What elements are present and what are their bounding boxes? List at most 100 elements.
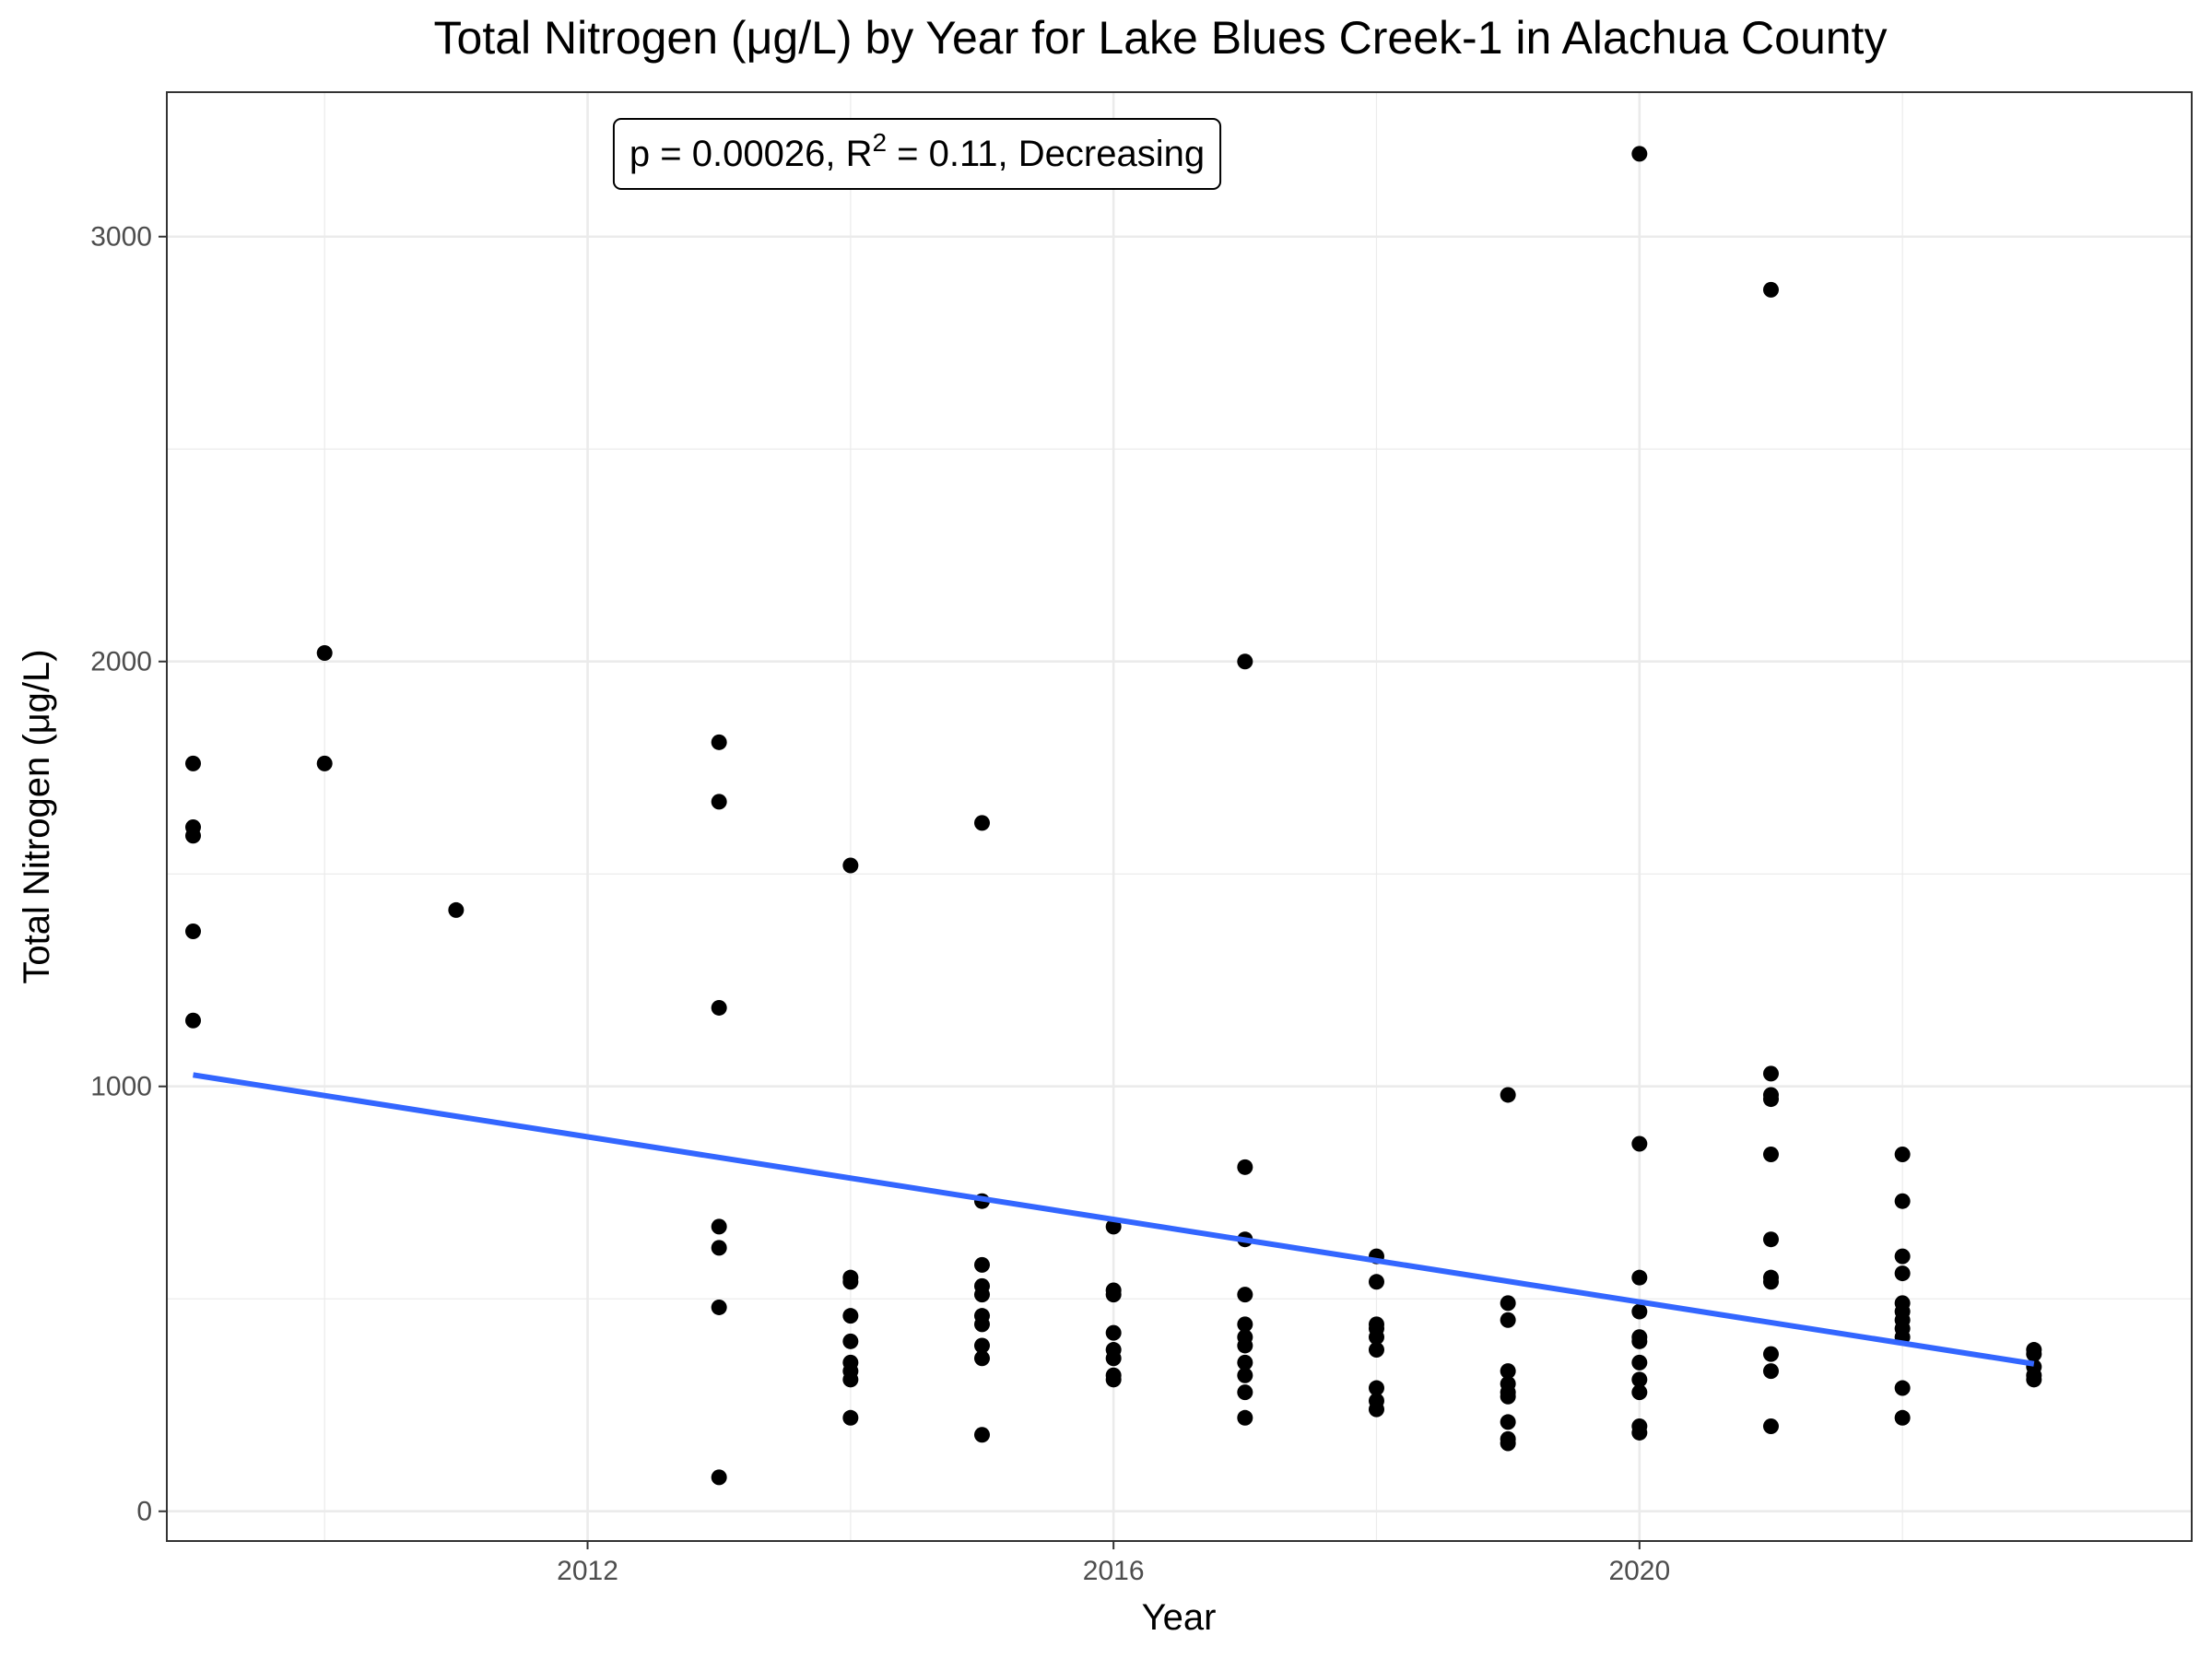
data-point <box>1762 1231 1779 1248</box>
data-point <box>1105 1371 1122 1388</box>
data-point <box>1500 1388 1516 1405</box>
data-point <box>974 1337 991 1354</box>
data-point <box>1237 1287 1253 1303</box>
data-point <box>1894 1265 1911 1282</box>
data-point <box>1500 1312 1516 1328</box>
data-point <box>1368 1329 1384 1346</box>
data-point <box>711 1240 727 1256</box>
data-point <box>842 1409 859 1426</box>
x-tick-label: 2016 <box>1083 1556 1145 1586</box>
data-point <box>1105 1350 1122 1367</box>
data-point <box>1237 1409 1253 1426</box>
data-point <box>1631 1424 1648 1441</box>
trend-layer <box>193 1072 2035 1367</box>
data-point <box>1368 1380 1384 1396</box>
plot-panel <box>167 92 2192 1541</box>
data-point <box>974 1350 991 1367</box>
data-point <box>842 1371 859 1388</box>
data-point <box>1631 1135 1648 1152</box>
data-point <box>1631 1371 1648 1388</box>
data-point <box>1762 1346 1779 1362</box>
data-point <box>2026 1371 2042 1388</box>
x-axis: 2012 2016 2020 <box>557 1541 1670 1586</box>
data-point <box>1894 1193 1911 1209</box>
data-point <box>1762 1146 1779 1162</box>
y-tick-label: 2000 <box>90 647 152 677</box>
data-point <box>842 1308 859 1324</box>
annotation-superscript: 2 <box>872 128 887 157</box>
data-point <box>1237 1159 1253 1175</box>
data-point <box>1631 146 1648 162</box>
y-axis: 0 1000 2000 3000 <box>90 222 167 1527</box>
data-point <box>1500 1435 1516 1452</box>
data-point <box>1762 1065 1779 1082</box>
x-tick-label: 2020 <box>1608 1556 1670 1586</box>
data-point <box>1105 1324 1122 1341</box>
data-point <box>1237 1337 1253 1354</box>
y-tick-label: 0 <box>136 1497 152 1527</box>
plot-panel-border <box>166 91 2193 1542</box>
data-point <box>842 1274 859 1290</box>
data-point <box>1368 1401 1384 1418</box>
data-point <box>1237 1354 1253 1371</box>
data-point <box>1500 1414 1516 1430</box>
data-point <box>974 1427 991 1443</box>
data-point <box>1237 1316 1253 1333</box>
data-point <box>974 1256 991 1273</box>
data-point <box>1631 1303 1648 1320</box>
data-point <box>1762 1418 1779 1435</box>
annotation-text: p = 0.00026, R2 = 0.11, Decreasing <box>629 128 1205 174</box>
data-point <box>1631 1384 1648 1401</box>
data-point <box>1762 1091 1779 1108</box>
annotation-box: p = 0.00026, R2 = 0.11, Decreasing <box>612 118 1222 190</box>
annotation-frame <box>612 118 1222 190</box>
data-point <box>974 1316 991 1333</box>
data-point <box>1368 1274 1384 1290</box>
data-point <box>711 734 727 750</box>
data-point <box>842 857 859 874</box>
data-point <box>1894 1409 1911 1426</box>
data-point <box>974 815 991 831</box>
data-point <box>316 755 333 771</box>
trend-line <box>193 1072 2035 1367</box>
y-tick-label: 1000 <box>90 1072 152 1102</box>
x-axis-title: Year <box>1142 1597 1217 1638</box>
data-point <box>1894 1248 1911 1265</box>
data-point <box>1894 1146 1911 1162</box>
y-tick-label: 3000 <box>90 222 152 253</box>
data-point <box>185 755 202 771</box>
data-point <box>185 923 202 939</box>
data-point <box>711 1218 727 1235</box>
data-point <box>448 901 465 918</box>
data-point <box>711 794 727 810</box>
data-point <box>711 1299 727 1315</box>
data-point <box>1368 1342 1384 1359</box>
data-point <box>1237 1384 1253 1401</box>
data-point <box>1762 1274 1779 1290</box>
data-point <box>1500 1087 1516 1103</box>
annotation-stat-rest: = 0.11, Decreasing <box>887 134 1205 174</box>
data-point <box>185 1012 202 1029</box>
data-point <box>1237 653 1253 670</box>
chart-title: Total Nitrogen (μg/L) by Year for Lake B… <box>434 12 1888 64</box>
data-point <box>1762 281 1779 298</box>
data-point <box>1237 1367 1253 1383</box>
annotation-stat: p = 0.00026, R <box>629 134 873 174</box>
data-point <box>2026 1346 2042 1362</box>
data-point <box>1500 1363 1516 1380</box>
data-point <box>1631 1269 1648 1286</box>
data-point <box>1500 1295 1516 1312</box>
data-point <box>1762 1363 1779 1380</box>
y-axis-title: Total Nitrogen (μg/L) <box>17 649 57 983</box>
data-point <box>1631 1333 1648 1349</box>
data-point <box>185 828 202 844</box>
data-point <box>1631 1354 1648 1371</box>
data-point <box>711 1469 727 1486</box>
x-tick-label: 2012 <box>557 1556 618 1586</box>
data-point <box>711 999 727 1016</box>
data-point <box>1105 1287 1122 1303</box>
data-point <box>316 645 333 662</box>
data-point <box>1894 1380 1911 1396</box>
grid-minor <box>167 92 2192 1541</box>
